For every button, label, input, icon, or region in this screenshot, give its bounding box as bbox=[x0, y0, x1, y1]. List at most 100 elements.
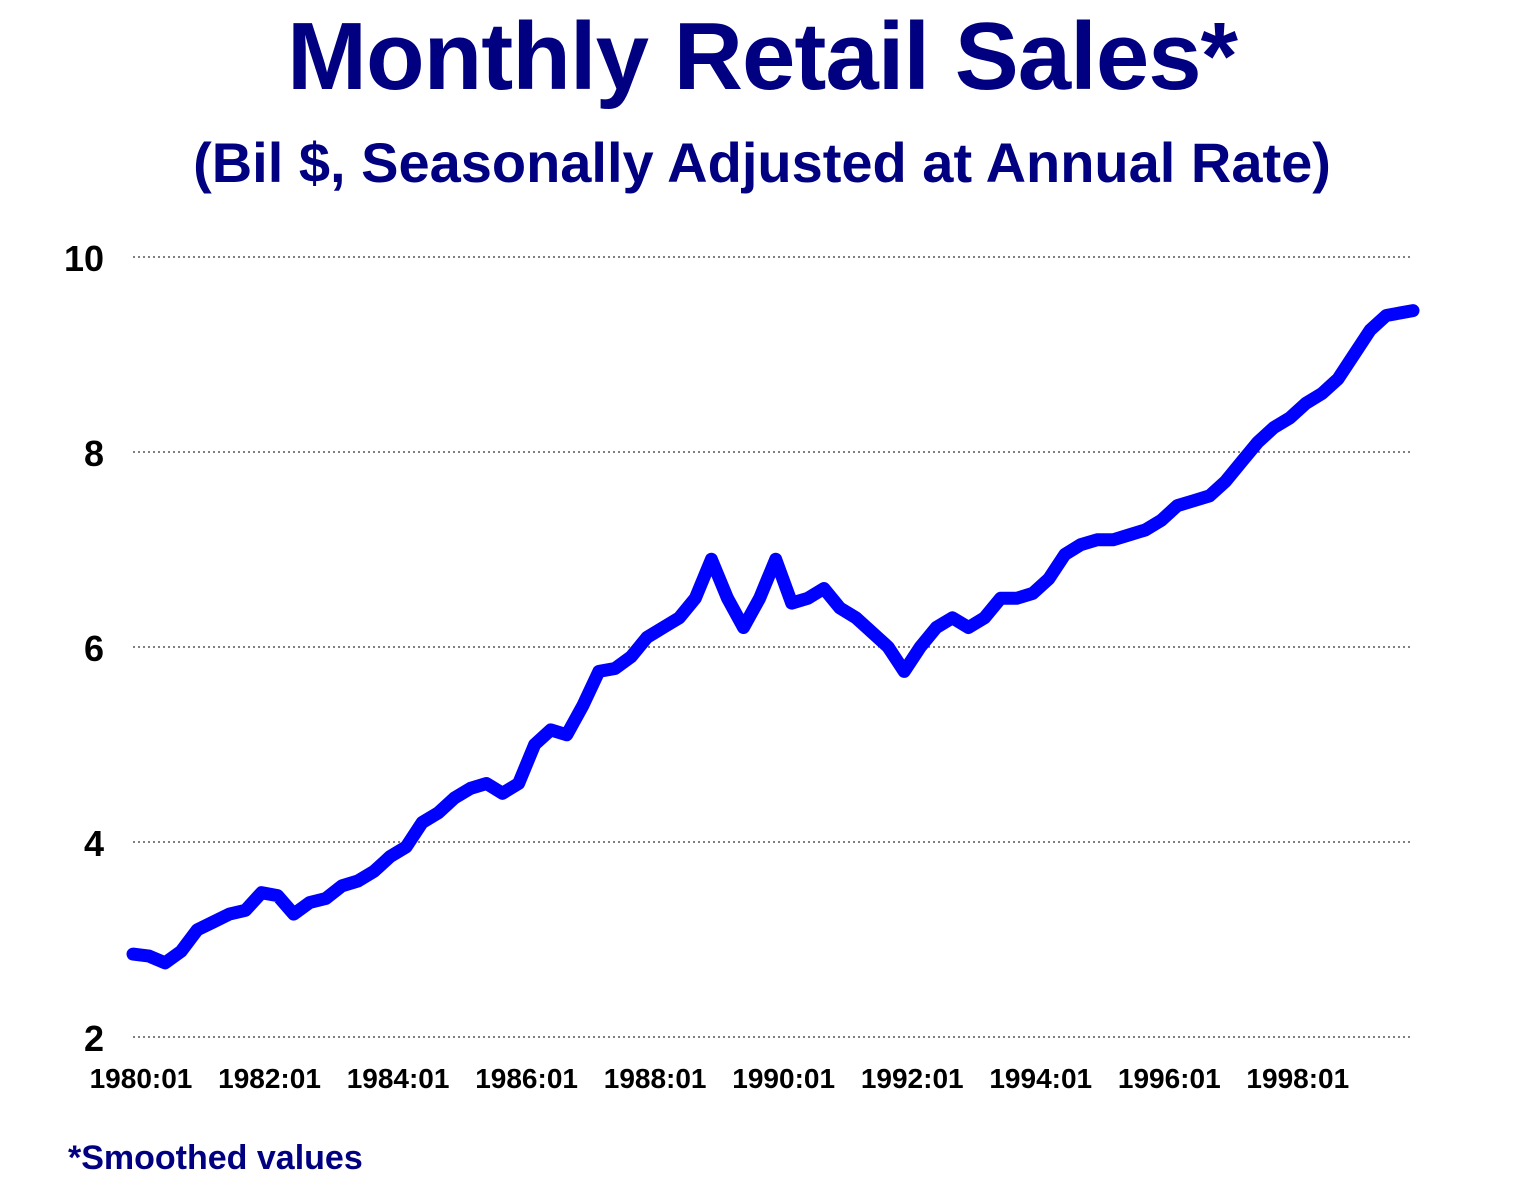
data-point bbox=[967, 627, 969, 628]
x-tick-label: 1986:01 bbox=[475, 1063, 578, 1094]
data-point bbox=[614, 667, 616, 669]
data-point bbox=[1305, 402, 1307, 404]
data-point bbox=[453, 797, 455, 799]
data-point bbox=[212, 921, 214, 923]
data-point bbox=[855, 617, 857, 619]
data-point bbox=[791, 602, 793, 604]
data-point bbox=[678, 617, 680, 619]
data-point bbox=[839, 607, 841, 609]
data-point bbox=[1192, 500, 1194, 502]
data-point bbox=[148, 955, 150, 957]
data-point bbox=[1144, 529, 1146, 531]
y-tick-label: 2 bbox=[84, 1018, 104, 1059]
data-point bbox=[309, 901, 311, 903]
data-point bbox=[726, 597, 728, 599]
data-point bbox=[903, 670, 905, 672]
data-point bbox=[1016, 597, 1018, 599]
data-point bbox=[389, 856, 391, 858]
data-point bbox=[325, 898, 327, 900]
data-point bbox=[919, 646, 921, 648]
data-point bbox=[775, 558, 777, 560]
data-point bbox=[1369, 329, 1371, 331]
data-point bbox=[293, 913, 295, 915]
data-point bbox=[228, 913, 230, 915]
data-point bbox=[373, 870, 375, 872]
y-tick-label: 8 bbox=[84, 433, 104, 474]
data-point bbox=[630, 656, 632, 658]
data-point bbox=[710, 558, 712, 560]
data-point bbox=[646, 636, 648, 638]
data-point bbox=[1208, 495, 1210, 497]
y-tick-label: 10 bbox=[64, 238, 104, 279]
data-point bbox=[951, 617, 953, 619]
data-point bbox=[823, 588, 825, 589]
data-point bbox=[518, 783, 520, 784]
data-point bbox=[1112, 539, 1114, 541]
data-point bbox=[1160, 519, 1162, 521]
x-tick-label: 1998:01 bbox=[1246, 1063, 1349, 1094]
series-layer bbox=[126, 304, 1420, 970]
data-point bbox=[1096, 539, 1098, 541]
data-point bbox=[582, 705, 584, 706]
data-point bbox=[935, 627, 937, 628]
chart-title: Monthly Retail Sales* bbox=[287, 3, 1238, 110]
data-point bbox=[984, 617, 986, 619]
data-point bbox=[1385, 315, 1387, 316]
data-point bbox=[1032, 592, 1034, 594]
data-point bbox=[1353, 354, 1355, 355]
data-point bbox=[807, 597, 809, 599]
data-point bbox=[132, 953, 134, 955]
x-tick-label: 1992:01 bbox=[861, 1063, 964, 1094]
y-axis-ticks: 2 4 6 8 10 bbox=[64, 238, 104, 1059]
data-point bbox=[887, 646, 889, 648]
series-line bbox=[126, 304, 1420, 970]
data-point bbox=[871, 631, 873, 633]
x-tick-label: 1984:01 bbox=[347, 1063, 450, 1094]
data-point bbox=[437, 812, 439, 814]
data-point bbox=[1000, 597, 1002, 599]
data-point bbox=[566, 734, 568, 736]
y-tick-label: 6 bbox=[84, 628, 104, 669]
data-point bbox=[1176, 505, 1178, 507]
data-point bbox=[485, 783, 487, 784]
data-point bbox=[1241, 461, 1243, 463]
data-point bbox=[1225, 480, 1227, 482]
x-tick-label: 1988:01 bbox=[604, 1063, 707, 1094]
data-point bbox=[534, 744, 536, 745]
chart-subtitle: (Bil $, Seasonally Adjusted at Annual Ra… bbox=[193, 131, 1331, 194]
data-point bbox=[357, 880, 359, 882]
gridlines bbox=[133, 256, 1413, 1038]
data-point bbox=[244, 909, 246, 911]
data-point bbox=[341, 885, 343, 887]
data-point bbox=[277, 895, 279, 897]
data-point bbox=[1048, 578, 1050, 580]
data-point bbox=[1412, 310, 1414, 312]
data-point bbox=[196, 929, 198, 931]
data-point bbox=[405, 846, 407, 848]
data-point bbox=[1289, 417, 1291, 419]
data-point bbox=[1257, 441, 1259, 443]
x-tick-label: 1990:01 bbox=[732, 1063, 835, 1094]
x-axis-ticks: 1980:01 1982:01 1984:01 1986:01 1988:01 1990:… bbox=[90, 1063, 1350, 1094]
data-point bbox=[1321, 393, 1323, 394]
data-point bbox=[1080, 544, 1082, 546]
x-tick-label: 1982:01 bbox=[218, 1063, 321, 1094]
data-point bbox=[759, 597, 761, 599]
x-tick-label: 1994:01 bbox=[989, 1063, 1092, 1094]
data-point bbox=[598, 670, 600, 672]
data-point bbox=[469, 787, 471, 789]
data-point bbox=[261, 892, 263, 894]
data-point bbox=[1273, 427, 1275, 429]
x-tick-label: 1996:01 bbox=[1118, 1063, 1221, 1094]
data-point bbox=[694, 597, 696, 599]
footnote: *Smoothed values bbox=[68, 1139, 363, 1177]
data-point bbox=[550, 729, 552, 731]
data-point bbox=[421, 822, 423, 823]
y-tick-label: 4 bbox=[84, 823, 104, 864]
data-point bbox=[662, 627, 664, 628]
data-point bbox=[1337, 378, 1339, 380]
data-point bbox=[1064, 553, 1066, 555]
data-point bbox=[743, 627, 745, 628]
data-point bbox=[502, 792, 504, 794]
